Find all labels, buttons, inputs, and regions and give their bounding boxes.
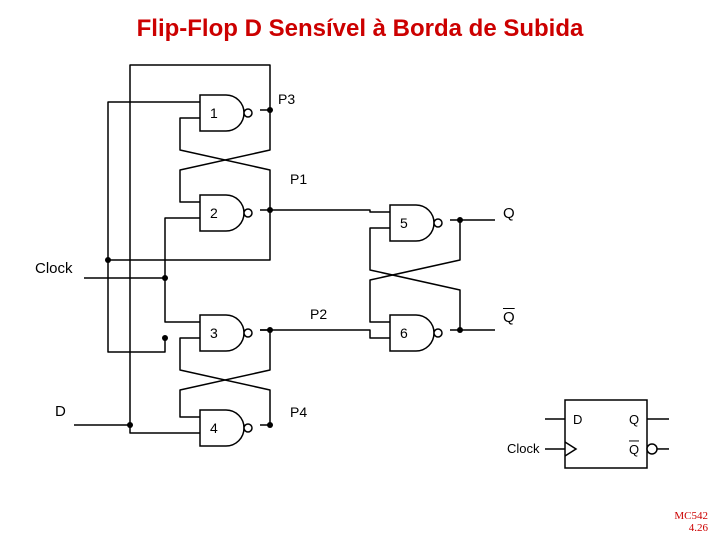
svg-text:5: 5 xyxy=(400,215,408,231)
circuit-diagram: 123456 DQQ xyxy=(0,0,720,540)
net-label: P2 xyxy=(310,306,327,322)
svg-text:6: 6 xyxy=(400,325,408,341)
net-label: Clock xyxy=(35,260,73,277)
slide-footer: MC542 4.26 xyxy=(674,510,708,534)
net-label: P4 xyxy=(290,404,307,420)
net-label: D xyxy=(55,403,66,420)
svg-text:Q: Q xyxy=(629,442,639,457)
footer-line-2: 4.26 xyxy=(689,522,708,534)
svg-text:2: 2 xyxy=(210,205,218,221)
svg-text:4: 4 xyxy=(210,420,218,436)
svg-text:1: 1 xyxy=(210,105,218,121)
net-label: P1 xyxy=(290,171,307,187)
net-label: Q xyxy=(503,309,515,326)
footer-line-1: MC542 xyxy=(674,510,708,522)
net-label: Q xyxy=(503,205,515,222)
svg-text:Q: Q xyxy=(629,412,639,427)
symbol-clock-label: Clock xyxy=(507,441,540,456)
svg-text:3: 3 xyxy=(210,325,218,341)
net-label: P3 xyxy=(278,91,295,107)
svg-text:D: D xyxy=(573,412,582,427)
